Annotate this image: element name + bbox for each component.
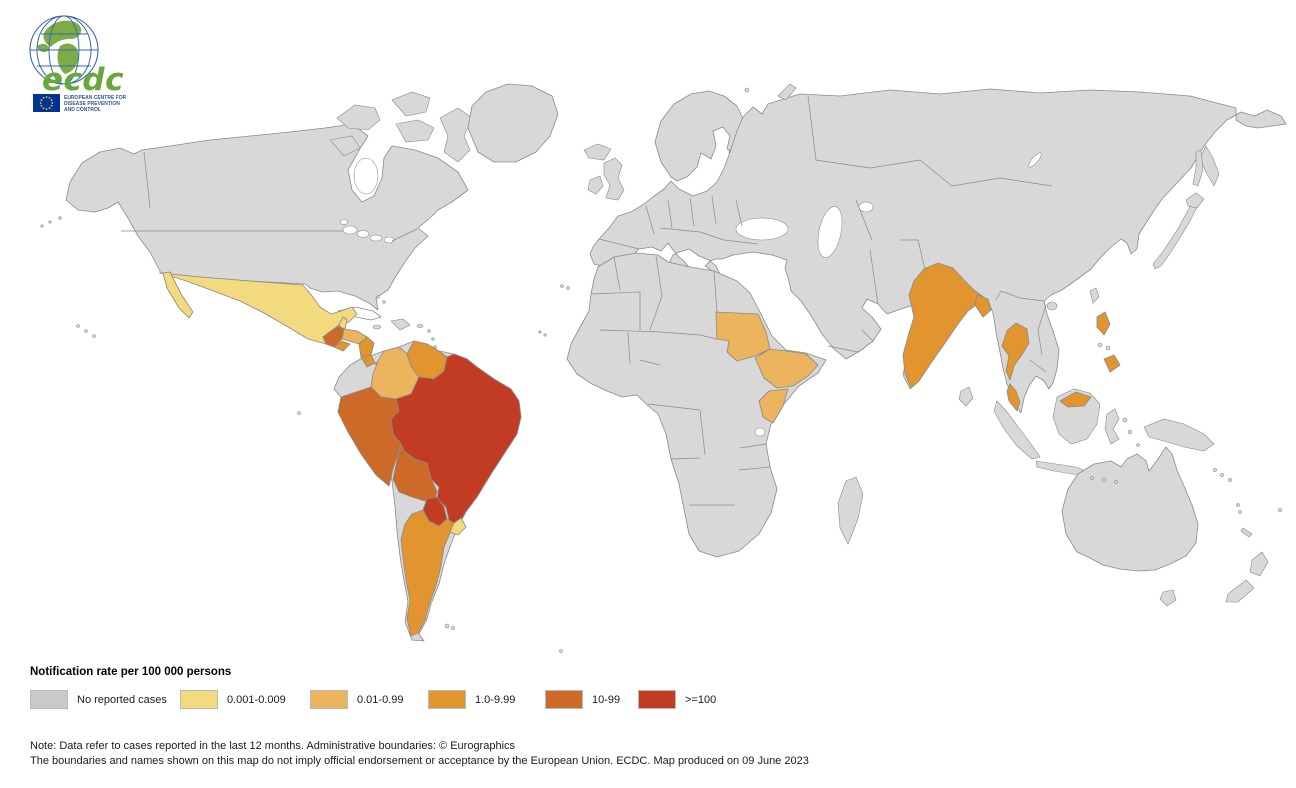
ireland bbox=[587, 175, 604, 195]
country-argentina bbox=[400, 509, 455, 637]
svg-text:DISEASE PREVENTION: DISEASE PREVENTION bbox=[64, 101, 120, 107]
country-bangladesh bbox=[974, 294, 992, 318]
country-mexico-baja bbox=[162, 271, 194, 319]
black-sea bbox=[735, 217, 789, 241]
footnote-line-1: Note: Data refer to cases reported in th… bbox=[30, 740, 516, 752]
lake-victoria bbox=[754, 427, 766, 437]
legend-item-001-099: 0.01-0.99 bbox=[310, 690, 403, 709]
legend-item-0001-0009: 0.001-0.009 bbox=[180, 690, 286, 709]
iceland bbox=[583, 143, 612, 161]
globe-icon bbox=[29, 15, 99, 85]
sulawesi bbox=[1104, 408, 1120, 445]
country-el-salvador bbox=[333, 340, 351, 352]
landmasses bbox=[40, 83, 1287, 653]
hainan bbox=[1046, 301, 1058, 311]
hispaniola bbox=[390, 318, 411, 331]
japan bbox=[1152, 202, 1198, 270]
country-thailand bbox=[1001, 322, 1030, 381]
new-zealand-south bbox=[1225, 579, 1255, 603]
new-guinea bbox=[1143, 418, 1215, 452]
novaya-zemlya bbox=[777, 83, 797, 101]
ecdc-wordmark: ecdc bbox=[42, 62, 124, 98]
hokkaido bbox=[1185, 192, 1205, 209]
legend-title: Notification rate per 100 000 persons bbox=[30, 666, 232, 678]
sri-lanka bbox=[958, 386, 974, 407]
country-uruguay bbox=[449, 517, 467, 536]
footnote: Note: Data refer to cases reported in th… bbox=[30, 739, 809, 769]
legend-item-no-reported-cases: No reported cases bbox=[30, 690, 167, 709]
svg-text:AND CONTROL: AND CONTROL bbox=[64, 107, 101, 113]
jamaica bbox=[372, 324, 382, 330]
legend-label: No reported cases bbox=[77, 693, 167, 706]
legend-swatch-10-999 bbox=[428, 690, 466, 709]
north-america bbox=[65, 123, 469, 311]
eu-flag-icon bbox=[33, 94, 60, 112]
legend-label: 1.0-9.99 bbox=[475, 693, 516, 706]
aral-sea bbox=[858, 201, 874, 213]
country-sudan bbox=[715, 311, 771, 362]
legend-item-gte-100: >=100 bbox=[638, 690, 716, 709]
legend-label: >=100 bbox=[685, 693, 717, 706]
country-brazil bbox=[390, 353, 522, 527]
hudson-bay bbox=[353, 157, 379, 195]
country-peru bbox=[337, 386, 402, 487]
legend-label: 0.001-0.009 bbox=[227, 693, 286, 706]
lakes bbox=[339, 152, 1042, 437]
australia bbox=[1061, 446, 1199, 572]
lake-baikal bbox=[1028, 152, 1042, 168]
greenland bbox=[467, 83, 559, 163]
great-britain bbox=[603, 157, 625, 201]
legend-swatch-0001-0009 bbox=[180, 690, 218, 709]
sakhalin bbox=[1192, 149, 1204, 187]
java bbox=[1035, 460, 1087, 476]
country-kenya bbox=[758, 388, 789, 424]
sumatra bbox=[993, 400, 1041, 460]
new-zealand-north bbox=[1249, 551, 1269, 577]
country-philippines-mindanao bbox=[1103, 354, 1121, 373]
country-nicaragua bbox=[358, 336, 375, 358]
africa bbox=[566, 252, 827, 558]
legend-item-10-999: 1.0-9.99 bbox=[428, 690, 515, 709]
ecdc-logo: ecdc EUROPEAN CENTRE FOR DISEASE PREVENT… bbox=[29, 15, 127, 113]
legend-label: 0.01-0.99 bbox=[357, 693, 404, 706]
ecdc-org-name: EUROPEAN CENTRE FOR DISEASE PREVENTION A… bbox=[64, 95, 127, 113]
country-malaysia-borneo bbox=[1059, 391, 1092, 408]
country-malaysia bbox=[1006, 383, 1021, 412]
caspian-sea bbox=[817, 206, 843, 258]
legend-swatch-001-099 bbox=[310, 690, 348, 709]
country-ethiopia bbox=[754, 348, 819, 389]
legend-swatch-no-reported-cases bbox=[30, 690, 68, 709]
puerto-rico bbox=[416, 324, 424, 328]
svg-text:EUROPEAN CENTRE FOR: EUROPEAN CENTRE FOR bbox=[64, 95, 127, 101]
tasmania bbox=[1159, 589, 1177, 607]
legend-swatch-10-99 bbox=[545, 690, 583, 709]
country-india bbox=[902, 262, 987, 389]
footnote-line-2: The boundaries and names shown on this m… bbox=[30, 755, 809, 767]
madagascar bbox=[837, 476, 864, 545]
country-philippines-luzon bbox=[1096, 311, 1111, 336]
legend-label: 10-99 bbox=[592, 693, 621, 706]
colored-countries bbox=[159, 262, 1121, 637]
legend-swatch-gte-100 bbox=[638, 690, 676, 709]
taiwan bbox=[1089, 287, 1100, 304]
legend-item-10-99: 10-99 bbox=[545, 690, 620, 709]
